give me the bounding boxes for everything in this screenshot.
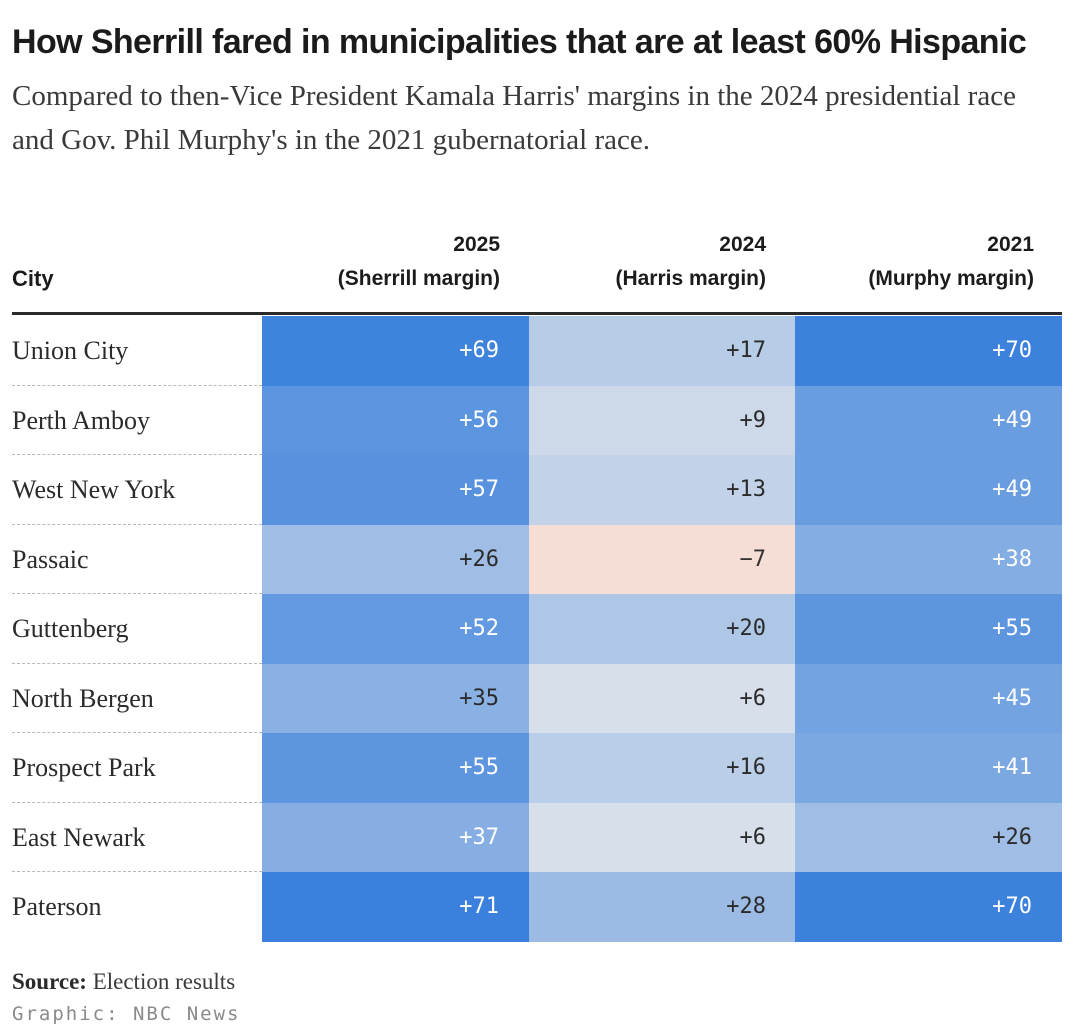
header-2024-year: 2024 — [719, 233, 766, 256]
table-header: City 2025 (Sherrill margin) 2024 (Harris… — [12, 228, 1062, 312]
header-2021: 2021 (Murphy margin) — [868, 228, 1034, 296]
city-name: Prospect Park — [12, 733, 262, 803]
margin-cell-2024: +9 — [529, 385, 796, 455]
margin-cell-2024: +6 — [529, 802, 796, 872]
chart-subtitle: Compared to then-Vice President Kamala H… — [12, 80, 1016, 156]
margin-cell-2024: +28 — [529, 872, 796, 942]
city-name: Guttenberg — [12, 594, 262, 664]
city-name: North Bergen — [12, 664, 262, 733]
city-name: Perth Amboy — [12, 386, 262, 455]
city-name: West New York — [12, 455, 262, 525]
graphic-credit: Graphic: NBC News — [12, 1003, 241, 1025]
source-note: Source: Election results — [12, 966, 235, 998]
table-row: Paterson +71 +28 +70 — [12, 872, 1062, 942]
table-row: Perth Amboy +56 +9 +49 — [12, 385, 1062, 455]
margin-cell-2024: +20 — [529, 594, 796, 664]
source-label: Source: — [12, 969, 87, 994]
header-2024: 2024 (Harris margin) — [615, 228, 766, 296]
city-name: Passaic — [12, 525, 262, 594]
margin-cell-2021: +41 — [795, 733, 1062, 803]
margin-cell-2025: +55 — [262, 733, 529, 803]
margin-cell-2021: +70 — [795, 872, 1062, 942]
header-2021-label: (Murphy margin) — [868, 267, 1034, 290]
margin-cell-2025: +69 — [262, 316, 529, 386]
header-2025: 2025 (Sherrill margin) — [338, 228, 500, 296]
margin-cell-2021: +26 — [795, 802, 1062, 872]
margin-cell-2025: +71 — [262, 872, 529, 942]
margin-cell-2025: +37 — [262, 802, 529, 872]
margin-cell-2021: +38 — [795, 524, 1062, 594]
city-name: Paterson — [12, 892, 102, 921]
margin-cell-2025: +57 — [262, 455, 529, 525]
header-city: City — [12, 266, 54, 291]
table-row: Passaic +26 −7 +38 — [12, 524, 1062, 594]
table-row: Prospect Park +55 +16 +41 — [12, 733, 1062, 803]
margin-cell-2025: +56 — [262, 385, 529, 455]
city-name: Union City — [12, 316, 262, 386]
city-name: East Newark — [12, 803, 262, 872]
header-divider — [12, 312, 1062, 315]
header-2025-year: 2025 — [453, 233, 500, 256]
table-row: West New York +57 +13 +49 — [12, 455, 1062, 525]
margin-cell-2021: +49 — [795, 455, 1062, 525]
header-2025-label: (Sherrill margin) — [337, 267, 500, 290]
table-row: North Bergen +35 +6 +45 — [12, 663, 1062, 733]
table-row: East Newark +37 +6 +26 — [12, 802, 1062, 872]
chart-title: How Sherrill fared in municipalities tha… — [12, 23, 1027, 61]
table-body: Union City +69 +17 +70 Perth Amboy +56 +9 +49 We… — [12, 316, 1062, 942]
margin-cell-2024: +6 — [529, 663, 796, 733]
margin-cell-2024: +17 — [529, 316, 796, 386]
margin-cell-2024: +13 — [529, 455, 796, 525]
header-2021-year: 2021 — [987, 233, 1034, 256]
header-2024-label: (Harris margin) — [615, 267, 766, 290]
margin-cell-2024: +16 — [529, 733, 796, 803]
table-row: Union City +69 +17 +70 — [12, 316, 1062, 386]
table-row: Guttenberg +52 +20 +55 — [12, 594, 1062, 664]
margin-cell-2025: +26 — [262, 524, 529, 594]
margin-cell-2021: +49 — [795, 385, 1062, 455]
margin-cell-2025: +52 — [262, 594, 529, 664]
margin-cell-2021: +70 — [795, 316, 1062, 386]
margin-cell-2021: +45 — [795, 663, 1062, 733]
margin-cell-2025: +35 — [262, 663, 529, 733]
margin-cell-2024: −7 — [529, 524, 796, 594]
margin-cell-2021: +55 — [795, 594, 1062, 664]
source-text: Election results — [92, 969, 236, 994]
